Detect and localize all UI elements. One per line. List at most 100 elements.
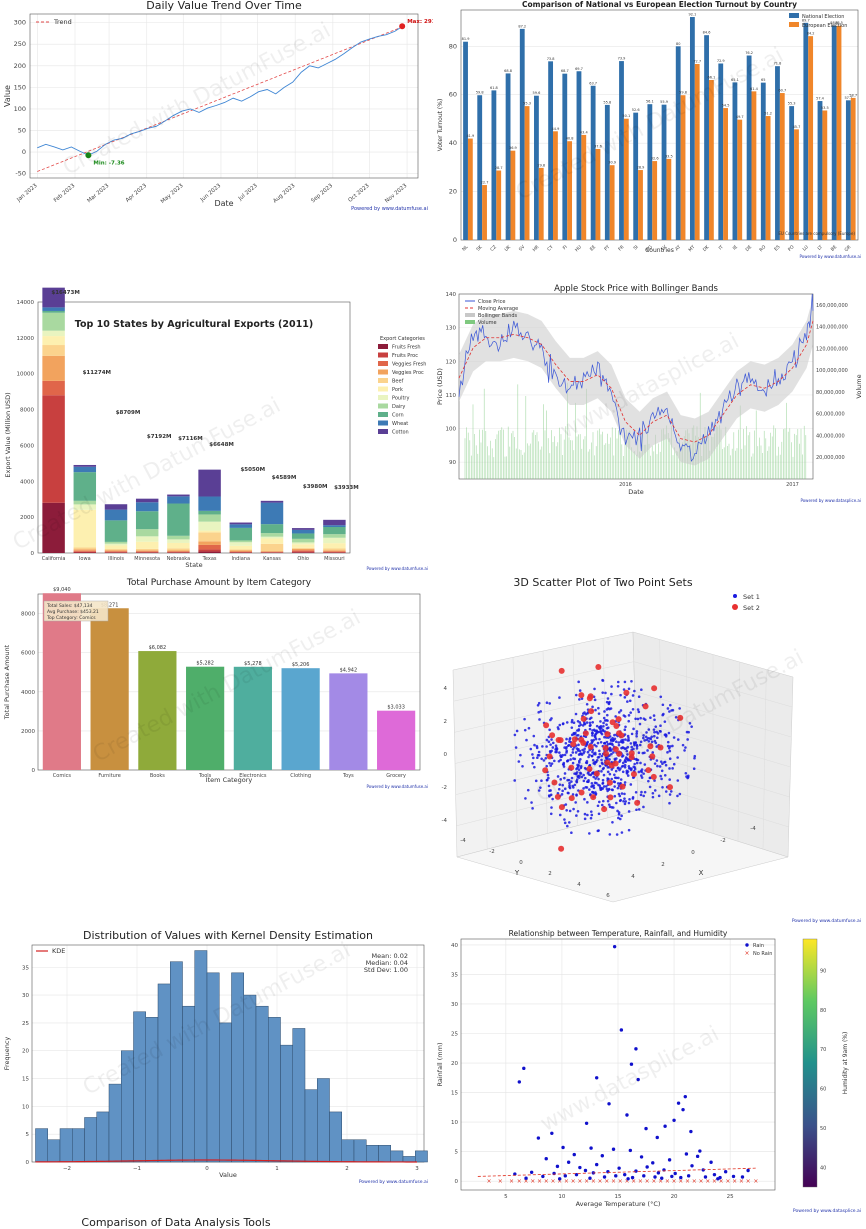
legend-label: Poultry	[392, 396, 409, 402]
no-rain-point: ×	[645, 1178, 650, 1185]
x-tick-label: CZ	[489, 244, 498, 253]
bar-european	[652, 161, 657, 240]
stacked-bar-segment	[261, 552, 283, 553]
stacked-bar-segment	[198, 545, 220, 549]
bar-value-label: 73.8	[547, 57, 555, 61]
y-axis-label: Export Value (Million USD)	[4, 392, 12, 477]
set1-point	[618, 711, 621, 714]
rain-point	[724, 1170, 727, 1173]
set1-point	[652, 792, 655, 795]
y-tick-label: 150	[14, 83, 26, 91]
rain-point	[657, 1171, 660, 1174]
stacked-bar-segment	[74, 552, 96, 553]
legend-swatch	[378, 429, 388, 434]
no-rain-point: ×	[746, 1178, 751, 1185]
bar-european	[837, 26, 842, 240]
set1-point	[601, 679, 604, 682]
total-value-label: $16473M	[51, 290, 79, 296]
set2-point	[559, 668, 565, 674]
rain-point	[524, 1176, 527, 1179]
x-tick-label: LU	[802, 244, 810, 252]
y-tick-label: 120	[446, 359, 457, 365]
chart-kde-histogram: Distribution of Values with Kernel Densi…	[0, 925, 433, 1190]
x-tick-label: Aug 2023	[272, 183, 297, 205]
set2-point	[601, 806, 607, 812]
bar-european	[723, 108, 728, 240]
set1-point	[584, 818, 587, 821]
stacked-bar-segment	[136, 502, 158, 511]
rain-point	[685, 1152, 688, 1155]
histogram-bar	[72, 1129, 84, 1162]
rain-point	[617, 1166, 620, 1169]
set1-point	[577, 720, 580, 723]
x-tick-label: -4	[750, 826, 756, 832]
y-tick-label: 200	[14, 62, 26, 70]
stacked-bar-segment	[105, 544, 127, 546]
x-tick-label: HU	[574, 244, 583, 253]
bar-national	[548, 61, 553, 240]
set1-point	[633, 763, 636, 766]
set1-point	[641, 776, 644, 779]
set1-point	[539, 710, 542, 713]
y-tick-label: 4000	[21, 690, 35, 696]
x-tick-label: −1	[133, 1166, 141, 1172]
set1-point	[565, 750, 568, 753]
rain-point	[746, 1169, 749, 1172]
set1-point	[676, 795, 679, 798]
set2-point	[667, 784, 673, 790]
set1-point	[586, 814, 589, 817]
bar-national	[818, 101, 823, 240]
set1-point	[633, 690, 636, 693]
set1-point	[661, 786, 664, 789]
set1-point	[632, 708, 635, 711]
legend-label: Wheat	[392, 421, 408, 427]
rain-point	[698, 1149, 701, 1152]
x-tick-label: Sep 2023	[310, 183, 334, 205]
y-right-tick-label: 160,000,000	[816, 303, 848, 309]
rain-point	[673, 1172, 676, 1175]
bar-value-label: 32.6	[651, 157, 659, 161]
set1-point	[578, 728, 581, 731]
rain-point	[690, 1164, 693, 1167]
no-rain-point: ×	[672, 1178, 677, 1185]
set1-point	[573, 721, 576, 724]
set2-point	[607, 780, 613, 786]
set1-point	[628, 802, 631, 805]
x-tick-label: Indiana	[232, 556, 251, 562]
no-rain-point: ×	[584, 1178, 589, 1185]
rain-point	[612, 1148, 615, 1151]
set1-point	[594, 733, 597, 736]
set1-point	[586, 801, 589, 804]
rain-point	[681, 1108, 684, 1111]
set1-point	[529, 748, 532, 751]
set1-point	[684, 746, 687, 749]
set1-point	[606, 777, 609, 780]
set1-point	[597, 830, 600, 833]
chart-title: Daily Value Trend Over Time	[146, 0, 302, 12]
y-axis-label: Voter Turnout (%)	[437, 99, 444, 152]
set1-point	[566, 721, 569, 724]
stacked-bar-segment	[167, 552, 189, 553]
no-rain-point: ×	[537, 1178, 542, 1185]
set1-point	[600, 741, 603, 744]
rain-point	[613, 945, 616, 948]
set1-point	[669, 757, 672, 760]
set1-point	[572, 748, 575, 751]
x-tick-label: 2017	[786, 482, 799, 488]
set1-point	[537, 704, 540, 707]
set1-point	[571, 751, 574, 754]
bar-value-label: 57.4	[816, 97, 825, 101]
legend-swatch	[378, 395, 388, 400]
set1-point	[624, 781, 627, 784]
set2-point	[595, 664, 601, 670]
bar-value-label: $9,040	[53, 587, 71, 593]
set1-point	[554, 748, 557, 751]
y-right-tick-label: 20,000,000	[816, 455, 845, 461]
stacked-bar-segment	[198, 497, 220, 511]
set1-point	[558, 760, 561, 763]
y-tick-label: 10	[451, 1120, 458, 1126]
set1-point	[619, 818, 622, 821]
rain-point	[558, 1177, 561, 1180]
legend-label: Set 2	[743, 604, 760, 612]
